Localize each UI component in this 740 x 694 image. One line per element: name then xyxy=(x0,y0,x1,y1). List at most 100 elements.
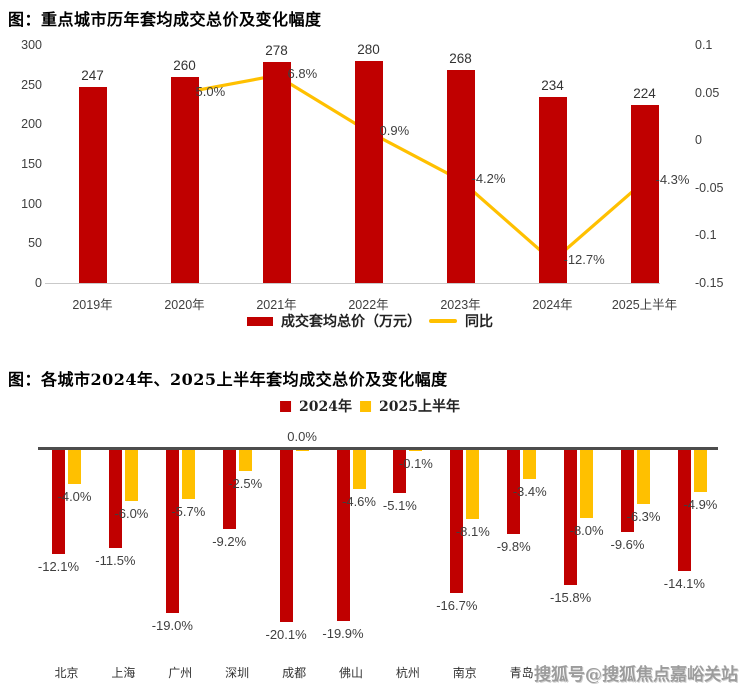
y-axis-tick-right: 0.05 xyxy=(695,85,720,100)
bar-2024-value: -15.8% xyxy=(549,590,592,606)
bar-2024 xyxy=(677,449,691,571)
bar-2024-value: -9.8% xyxy=(496,538,531,554)
price-bar xyxy=(170,76,199,283)
x-axis-category: 2025上半年 xyxy=(611,298,678,312)
city-label: 杭州 xyxy=(395,666,420,680)
y-axis-tick-right: 0 xyxy=(695,133,702,148)
y-axis-tick-right: 0.1 xyxy=(695,38,713,52)
y-axis-tick-right: -0.15 xyxy=(695,276,724,290)
x-axis-category: 2024年 xyxy=(532,298,573,312)
bar-2025 xyxy=(580,449,594,519)
bar-2024-value: -12.1% xyxy=(37,558,80,574)
yoy-point-label: 5.0% xyxy=(195,83,226,99)
chart1-title: 图：重点城市历年套均成交总价及变化幅度 xyxy=(8,10,322,29)
city-label: 青岛 xyxy=(509,666,534,680)
legend-2025-label: 2025上半年 xyxy=(379,399,460,415)
x-axis-baseline xyxy=(45,283,660,284)
y-axis-tick-left: 0 xyxy=(35,276,42,290)
bar-2025 xyxy=(181,449,195,499)
chart2-legend: 2024年 2025上半年 xyxy=(280,396,460,416)
yoy-point-label: 6.8% xyxy=(287,66,318,82)
bar-2025-value: -4.0% xyxy=(57,488,92,504)
price-bar-value: 247 xyxy=(81,68,104,84)
bar-2024 xyxy=(108,449,122,549)
price-bar-value: 268 xyxy=(449,51,472,67)
yoy-point-label: -4.3% xyxy=(655,172,690,188)
bar-2025-value: 0.0% xyxy=(287,428,317,444)
bar-2024-value: -5.1% xyxy=(382,498,417,514)
chart2-title: 图：各城市2024年、2025上半年套均成交总价及变化幅度 xyxy=(8,370,448,389)
bar-2025-value: -8.1% xyxy=(455,524,490,540)
city-label: 上海 xyxy=(111,666,136,680)
legend-bar-swatch xyxy=(247,316,273,326)
bar-2024-value: -19.0% xyxy=(151,617,193,633)
bar-2025-value: -2.5% xyxy=(228,476,263,491)
legend-line-label: 同比 xyxy=(465,314,493,330)
bar-2024 xyxy=(279,449,293,623)
bar-2025 xyxy=(466,449,480,520)
legend-line-swatch xyxy=(429,319,457,323)
city-label: 成都 xyxy=(282,666,307,680)
bar-2025 xyxy=(352,449,366,490)
watermark: 搜狐号@搜狐焦点嘉峪关站 xyxy=(534,665,738,685)
bar-2025-value: -6.3% xyxy=(626,508,661,524)
legend-bar-label: 成交套均总价（万元） xyxy=(281,314,421,330)
city-label: 佛山 xyxy=(338,666,363,680)
price-bar xyxy=(78,87,107,283)
x-axis-category: 2021年 xyxy=(256,298,297,312)
bar-2024-value: -9.6% xyxy=(610,537,645,553)
price-bar xyxy=(630,105,659,283)
bar-2024 xyxy=(450,449,464,594)
bar-2024 xyxy=(222,449,236,529)
city-label: 南京 xyxy=(452,666,477,680)
bar-2025-value: -0.1% xyxy=(398,455,433,471)
bar-2024-value: -14.1% xyxy=(663,575,705,591)
yoy-point-label: -4.2% xyxy=(471,171,506,187)
city-label: 北京 xyxy=(54,666,79,680)
bar-2025-value: -4.6% xyxy=(342,494,376,510)
bar-2025 xyxy=(409,449,423,451)
bar-2024 xyxy=(165,449,179,613)
price-bar xyxy=(446,70,475,283)
y-axis-tick-left: 50 xyxy=(28,236,42,251)
price-bar xyxy=(354,60,383,283)
city-label: 深圳 xyxy=(225,666,250,680)
legend-2025-swatch xyxy=(360,400,371,412)
price-bar-value: 280 xyxy=(357,41,380,57)
bar-2024 xyxy=(507,449,521,534)
chart1-legend: 成交套均总价（万元） 同比 xyxy=(247,311,493,331)
y-axis-tick-left: 300 xyxy=(21,38,42,52)
zero-axis-line xyxy=(38,447,718,450)
bar-2024 xyxy=(52,449,65,554)
bar-2025 xyxy=(637,449,650,504)
bar-2025-value: -8.0% xyxy=(569,523,604,539)
price-bar xyxy=(262,62,291,283)
legend-2024-label: 2024年 xyxy=(299,399,352,415)
x-axis-category: 2019年 xyxy=(72,298,113,312)
bar-2025-value: -3.4% xyxy=(512,483,547,499)
bar-2025 xyxy=(124,449,138,502)
bar-2025-value: -4.9% xyxy=(683,496,718,512)
y-axis-tick-left: 250 xyxy=(21,77,42,92)
bar-2025-value: -5.7% xyxy=(171,503,206,519)
bar-2025 xyxy=(295,449,309,451)
yoy-point-label: -12.7% xyxy=(563,252,605,268)
bar-2024-value: -20.1% xyxy=(265,627,307,643)
price-bar-value: 234 xyxy=(541,78,564,94)
y-axis-tick-left: 200 xyxy=(21,117,42,132)
bar-2024-value: -16.7% xyxy=(436,598,478,614)
yoy-point-label: 0.9% xyxy=(379,122,410,138)
legend-2024-swatch xyxy=(280,400,292,412)
city-label: 广州 xyxy=(168,666,193,680)
bar-2024 xyxy=(393,449,407,494)
x-axis-category: 2020年 xyxy=(164,298,205,312)
price-bar xyxy=(538,97,567,283)
bar-2024 xyxy=(621,449,634,533)
price-bar-value: 224 xyxy=(633,86,656,102)
bar-2024 xyxy=(336,449,350,621)
y-axis-tick-right: -0.05 xyxy=(695,180,724,195)
y-axis-tick-right: -0.1 xyxy=(695,228,717,243)
